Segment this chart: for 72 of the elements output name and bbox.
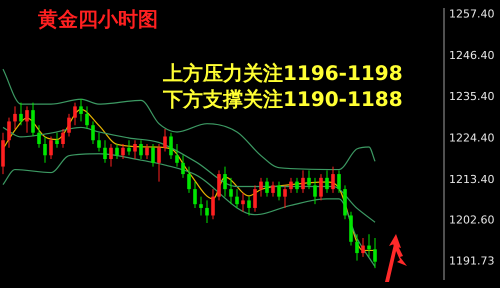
candlestick: [193, 181, 197, 208]
candlestick: [67, 113, 71, 137]
candlestick: [247, 196, 251, 216]
candlestick: [25, 106, 29, 134]
candlestick: [313, 177, 317, 205]
y-tick-label: 1202.60: [449, 214, 494, 227]
candlestick: [61, 128, 65, 148]
candlestick: [7, 117, 11, 148]
candlestick: [355, 234, 359, 262]
candlestick: [229, 177, 233, 205]
candlestick: [187, 166, 191, 194]
candlestick: [211, 188, 215, 220]
y-tick-label: 1213.40: [449, 172, 494, 186]
candlestick: [361, 238, 365, 258]
candlestick: [259, 177, 263, 198]
y-tick-label: 1224.40: [449, 132, 494, 145]
candlestick: [271, 181, 275, 198]
line-series: [2, 153, 376, 268]
candlestick: [115, 144, 119, 160]
candlestick: [223, 166, 227, 198]
candlestick: [139, 140, 143, 160]
line-series: [2, 126, 376, 223]
y-tick-label: 1191.73: [449, 254, 494, 268]
candlestick: [31, 102, 35, 137]
candlestick: [253, 184, 257, 212]
chart-title: 黄金四小时图: [38, 6, 158, 33]
candlestick: [289, 177, 293, 194]
y-tick-label: 1235.40: [449, 90, 494, 104]
candlestick: [241, 192, 245, 212]
candlestick: [145, 144, 149, 160]
candlestick: [73, 102, 77, 126]
candlestick: [283, 184, 287, 208]
candlestick: [217, 170, 221, 201]
candlestick: [373, 238, 377, 269]
candlestick: [163, 128, 167, 152]
candlestick: [151, 144, 155, 168]
candlestick: [277, 181, 281, 201]
candlestick: [121, 144, 125, 160]
candlestick: [337, 170, 341, 194]
candlestick: [13, 106, 17, 130]
candlestick: [205, 200, 209, 224]
candlestick: [199, 196, 203, 216]
candlestick: [307, 170, 311, 190]
candlestick: [97, 132, 101, 152]
candlestick: [55, 132, 59, 148]
candlestick: [43, 136, 47, 164]
candlestick: [367, 234, 371, 258]
candlestick: [301, 170, 305, 194]
candlestick: [19, 102, 23, 126]
candlestick: [85, 106, 89, 130]
candlestick: [133, 140, 137, 160]
candlestick: [319, 174, 323, 201]
candlestick: [103, 140, 107, 164]
candlestick: [37, 124, 41, 148]
candlestick: [91, 120, 95, 144]
y-tick-label: 1257.40: [449, 7, 494, 20]
candlestick: [127, 140, 131, 156]
candlestick: [265, 177, 269, 198]
annotation: 下方支撑关注1190-1188: [163, 86, 403, 113]
candlestick: [109, 144, 113, 168]
candlestick: [295, 177, 299, 194]
candlestick: [181, 154, 185, 178]
candlestick: [79, 98, 83, 122]
candlestick: [157, 144, 161, 182]
candlestick: [235, 188, 239, 208]
candlestick: [175, 144, 179, 168]
annotation: 上方压力关注1196-1198: [163, 60, 403, 87]
candlestick: [169, 132, 173, 160]
candlestick: [325, 170, 329, 194]
y-tick-label: 1246.40: [449, 48, 494, 62]
candlestick: [331, 166, 335, 194]
candlestick: [49, 136, 53, 160]
